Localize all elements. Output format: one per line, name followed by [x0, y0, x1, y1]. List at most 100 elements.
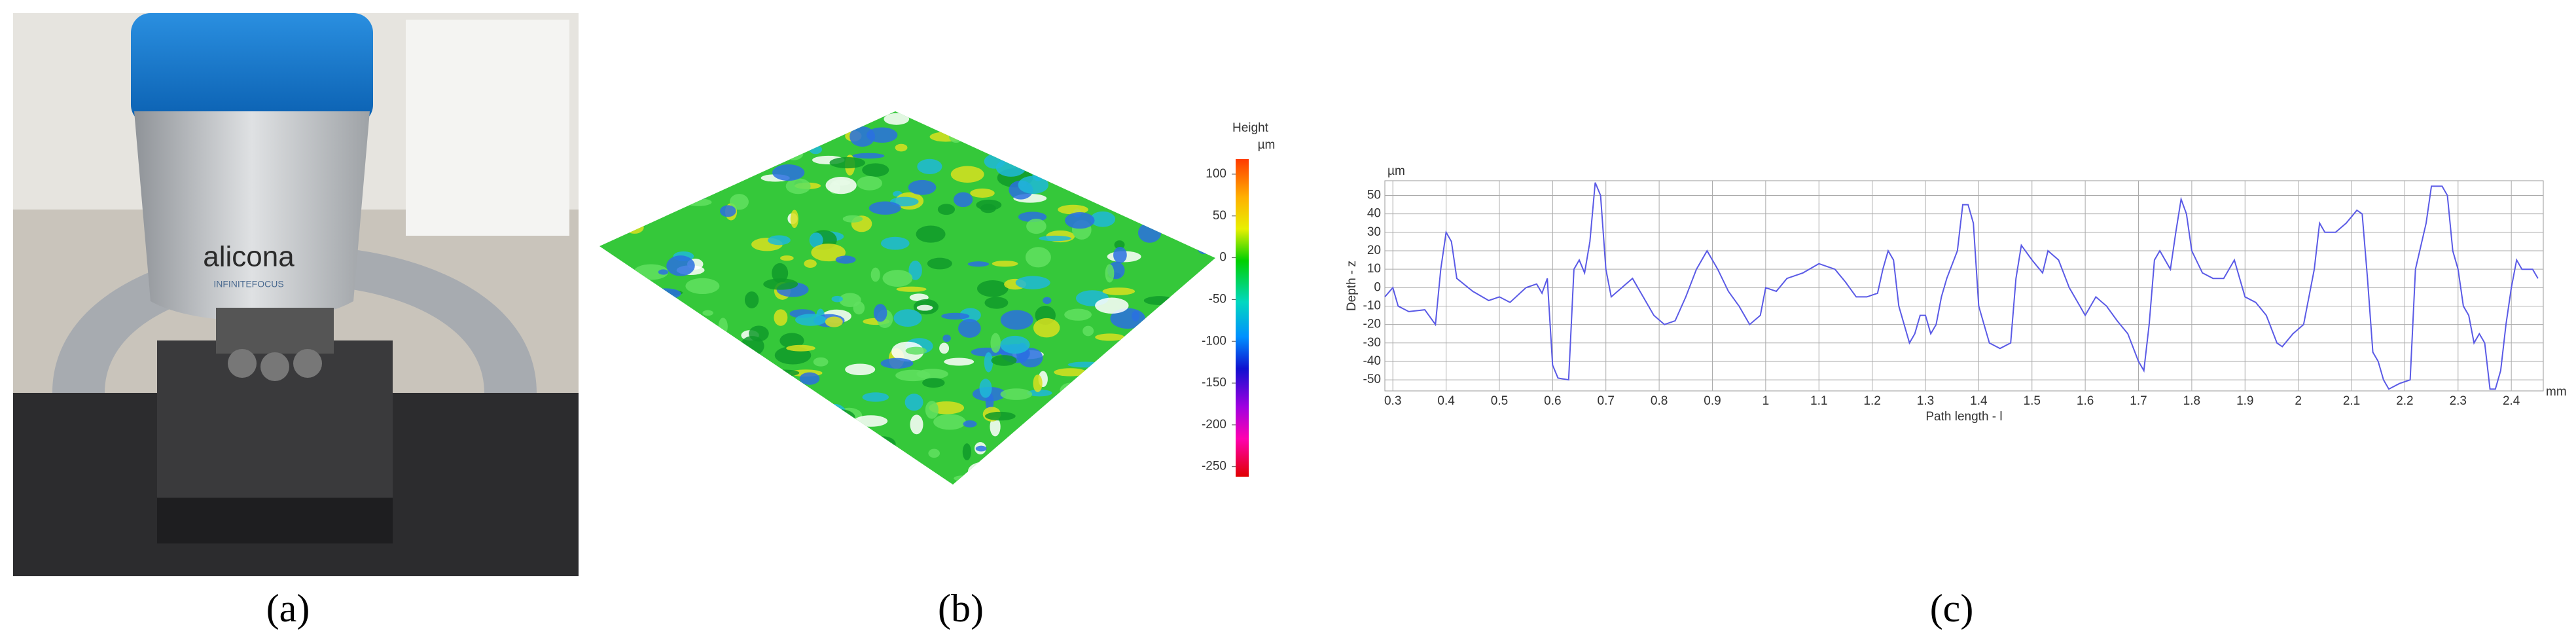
surface-patch	[599, 318, 628, 325]
surface-patch	[582, 339, 597, 356]
surface-patch	[1095, 486, 1120, 500]
surface-patch	[617, 384, 645, 397]
surface-patch	[715, 402, 725, 410]
colorbar-tick-label: -250	[1202, 460, 1226, 473]
surface-patch	[963, 420, 977, 428]
surface-patch	[1027, 453, 1040, 462]
surface-patch	[862, 473, 894, 480]
panel-label: (a)	[266, 587, 310, 630]
surface-patch	[1015, 276, 1050, 289]
photo: alicona INFINITEFOCUS	[13, 13, 579, 576]
surface-patch	[852, 153, 885, 159]
x-tick-label: 1.9	[2236, 394, 2253, 408]
surface-patch	[1136, 205, 1164, 217]
surface-patch	[600, 334, 615, 344]
surface-patch	[1196, 322, 1215, 332]
surface-patch	[1102, 287, 1136, 295]
surface-patch	[1043, 297, 1052, 304]
surface-patch	[984, 297, 1009, 309]
surface-patch	[944, 358, 975, 366]
surface-patch	[810, 126, 828, 146]
surface-patch	[869, 436, 896, 452]
surface-patch	[1035, 472, 1060, 485]
surface-patch	[868, 201, 901, 215]
surface-patch	[718, 318, 728, 335]
surface-patch	[1177, 300, 1189, 309]
surface-patch	[1156, 344, 1185, 360]
x-tick-label: 0.9	[1704, 394, 1721, 408]
surface-patch	[990, 333, 1001, 353]
x-tick-label: 2.4	[2503, 394, 2520, 408]
surface-patch	[1163, 359, 1192, 380]
surface-patch	[1211, 266, 1215, 287]
surface-patch	[892, 489, 902, 501]
surface-patch	[1136, 180, 1149, 201]
surface-patch	[774, 309, 788, 326]
surface-patch	[922, 378, 945, 388]
surface-patch	[895, 143, 908, 152]
surface-patch	[719, 205, 736, 217]
surface-patch	[942, 334, 951, 342]
y-tick-label: -50	[1363, 373, 1381, 386]
colorbar-tick-label: 50	[1213, 209, 1226, 223]
surface-patch	[984, 352, 993, 373]
surface-patch	[715, 365, 750, 373]
surface-patch	[908, 179, 937, 195]
surface-patch	[599, 316, 602, 323]
surface-patch	[1124, 486, 1159, 503]
surface-patch	[1164, 383, 1191, 402]
surface-patch	[873, 304, 887, 322]
surface-patch	[1052, 445, 1062, 454]
surface-patch	[1167, 173, 1200, 187]
surface-patch	[853, 415, 888, 427]
surface-patch	[714, 130, 737, 138]
surface-patch	[1163, 443, 1198, 462]
surface-patch	[1039, 412, 1047, 419]
surface-patch	[834, 426, 848, 437]
surface-patch	[717, 346, 742, 359]
surface-patch	[1043, 166, 1057, 175]
y-unit: µm	[1387, 164, 1405, 178]
surface-patch	[1127, 432, 1154, 440]
surface-patch	[1110, 308, 1145, 329]
surface-patch	[1119, 209, 1137, 216]
surface-patch	[680, 428, 707, 446]
surface-patch	[1115, 449, 1149, 460]
surface-patch	[786, 344, 815, 352]
surface-patch	[1025, 247, 1051, 268]
surface-patch	[692, 346, 713, 356]
surface-patch	[1027, 389, 1052, 397]
surface-patch	[1094, 99, 1122, 111]
surface-patch	[613, 185, 644, 206]
surface-patch	[1056, 462, 1071, 483]
surface-patch	[829, 111, 849, 116]
surface-patch	[1061, 120, 1070, 131]
surface-patch	[1064, 308, 1092, 321]
surface-patch	[601, 271, 627, 277]
surface-patch	[1159, 435, 1189, 446]
surface-patch	[1113, 246, 1127, 263]
surface-patch	[674, 452, 706, 463]
surface-patch	[599, 395, 618, 413]
surface-patch	[698, 423, 717, 445]
surface-patch	[842, 215, 863, 223]
surface-patch	[681, 388, 699, 402]
surface-patch	[601, 430, 613, 440]
surface-patch	[1164, 179, 1192, 187]
surface-patch	[1119, 158, 1156, 171]
surface-patch	[829, 156, 866, 169]
surface-patch	[958, 319, 981, 338]
surface-patch	[640, 445, 656, 464]
surface-patch	[679, 395, 702, 415]
y-axis-title: Depth - z	[1345, 261, 1359, 311]
surface-patch	[825, 176, 857, 194]
surface-patch	[884, 474, 899, 485]
surface-patch	[1070, 382, 1092, 390]
surface-patch	[975, 445, 987, 452]
surface-patch	[625, 221, 644, 234]
surface-patch	[849, 428, 874, 449]
surface-patch	[1022, 432, 1050, 438]
surface-patch	[1114, 240, 1125, 249]
colorbar-tick-label: 100	[1206, 167, 1226, 181]
surface-patch	[606, 111, 639, 115]
